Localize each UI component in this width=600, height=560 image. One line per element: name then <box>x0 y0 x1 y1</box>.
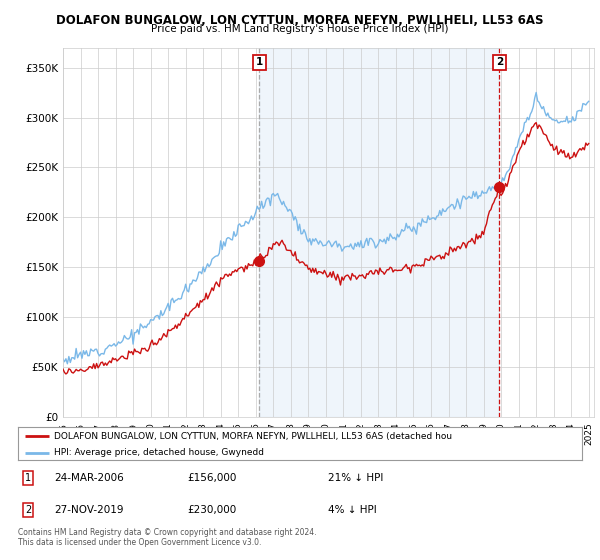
Text: £230,000: £230,000 <box>187 505 236 515</box>
Text: 21% ↓ HPI: 21% ↓ HPI <box>328 473 383 483</box>
Text: 27-NOV-2019: 27-NOV-2019 <box>55 505 124 515</box>
Text: HPI: Average price, detached house, Gwynedd: HPI: Average price, detached house, Gwyn… <box>53 449 263 458</box>
Text: Contains HM Land Registry data © Crown copyright and database right 2024.
This d: Contains HM Land Registry data © Crown c… <box>18 528 317 547</box>
Text: 1: 1 <box>25 473 31 483</box>
Text: 24-MAR-2006: 24-MAR-2006 <box>55 473 124 483</box>
Text: DOLAFON BUNGALOW, LON CYTTUN, MORFA NEFYN, PWLLHELI, LL53 6AS (detached hou: DOLAFON BUNGALOW, LON CYTTUN, MORFA NEFY… <box>53 432 452 441</box>
Text: Price paid vs. HM Land Registry's House Price Index (HPI): Price paid vs. HM Land Registry's House … <box>151 24 449 34</box>
Text: 1: 1 <box>256 57 263 67</box>
Text: £156,000: £156,000 <box>187 473 236 483</box>
Text: 2: 2 <box>496 57 503 67</box>
Text: DOLAFON BUNGALOW, LON CYTTUN, MORFA NEFYN, PWLLHELI, LL53 6AS: DOLAFON BUNGALOW, LON CYTTUN, MORFA NEFY… <box>56 14 544 27</box>
Bar <box>259 48 499 417</box>
Text: 2: 2 <box>25 505 31 515</box>
Text: 4% ↓ HPI: 4% ↓ HPI <box>328 505 377 515</box>
